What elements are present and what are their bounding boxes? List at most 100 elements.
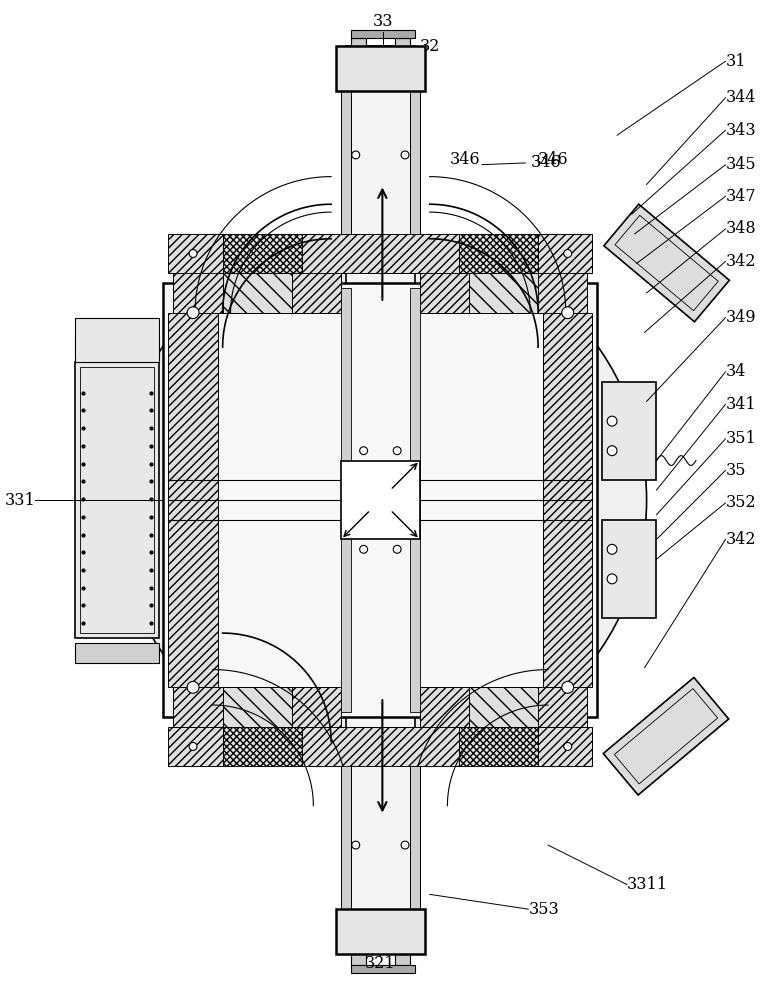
Circle shape <box>352 841 360 849</box>
Bar <box>351 30 415 38</box>
Bar <box>341 86 351 234</box>
Polygon shape <box>168 313 218 687</box>
Circle shape <box>393 447 401 455</box>
Bar <box>341 461 420 539</box>
Circle shape <box>372 492 388 508</box>
Text: 3311: 3311 <box>627 876 668 893</box>
Polygon shape <box>174 273 341 313</box>
Bar <box>75 318 158 362</box>
Polygon shape <box>168 234 592 273</box>
Bar <box>75 362 158 638</box>
Bar <box>341 288 351 712</box>
Bar <box>336 909 425 954</box>
Text: 321: 321 <box>365 955 396 972</box>
Circle shape <box>607 416 617 426</box>
Polygon shape <box>460 727 538 766</box>
Polygon shape <box>460 234 538 273</box>
Bar <box>604 204 729 322</box>
Polygon shape <box>420 273 587 313</box>
Bar <box>603 677 729 795</box>
Bar <box>75 337 158 357</box>
Text: 343: 343 <box>725 122 756 139</box>
Bar <box>410 288 420 712</box>
Polygon shape <box>420 687 587 727</box>
Text: 341: 341 <box>725 396 756 413</box>
Bar <box>614 689 718 784</box>
Circle shape <box>406 501 414 509</box>
Circle shape <box>564 743 572 750</box>
Circle shape <box>403 81 411 89</box>
Circle shape <box>564 250 572 257</box>
Text: 347: 347 <box>725 188 756 205</box>
Polygon shape <box>469 273 538 313</box>
Bar <box>615 215 718 311</box>
Text: 32: 32 <box>420 38 440 55</box>
Bar <box>80 367 154 633</box>
Bar <box>75 643 158 663</box>
Circle shape <box>360 545 368 553</box>
Circle shape <box>607 574 617 584</box>
Polygon shape <box>346 914 415 944</box>
Bar <box>395 954 410 965</box>
Bar <box>351 965 415 973</box>
Circle shape <box>562 681 574 693</box>
Text: 331: 331 <box>5 492 35 509</box>
Circle shape <box>607 544 617 554</box>
Circle shape <box>607 446 617 456</box>
Circle shape <box>562 307 574 319</box>
Bar <box>164 283 597 717</box>
Bar <box>346 46 415 954</box>
Bar <box>602 382 657 480</box>
Polygon shape <box>223 687 291 727</box>
Polygon shape <box>223 727 301 766</box>
Text: 34: 34 <box>725 363 746 380</box>
Text: 344: 344 <box>725 89 756 106</box>
Text: 353: 353 <box>528 901 559 918</box>
Polygon shape <box>168 727 592 766</box>
Circle shape <box>114 234 647 766</box>
Circle shape <box>189 743 197 750</box>
Text: 346: 346 <box>538 151 568 168</box>
Polygon shape <box>543 313 592 687</box>
Text: 35: 35 <box>725 462 746 479</box>
Text: 345: 345 <box>725 156 756 173</box>
Circle shape <box>360 447 368 455</box>
Polygon shape <box>469 687 538 727</box>
Bar <box>336 46 425 91</box>
Circle shape <box>401 151 409 159</box>
Circle shape <box>401 841 409 849</box>
Bar <box>410 766 420 914</box>
Bar <box>395 38 410 49</box>
Text: 346: 346 <box>531 154 562 171</box>
Polygon shape <box>174 687 341 727</box>
Bar <box>410 86 420 234</box>
Circle shape <box>352 151 360 159</box>
Circle shape <box>393 545 401 553</box>
Text: 351: 351 <box>725 430 756 447</box>
Text: 346: 346 <box>450 151 480 168</box>
Circle shape <box>354 911 361 919</box>
Bar <box>602 520 657 618</box>
Polygon shape <box>223 273 291 313</box>
Polygon shape <box>346 56 415 86</box>
Circle shape <box>189 250 197 257</box>
Text: 31: 31 <box>725 53 746 70</box>
Circle shape <box>187 681 199 693</box>
Circle shape <box>354 81 361 89</box>
Text: 342: 342 <box>725 253 756 270</box>
Text: 348: 348 <box>725 220 756 237</box>
Circle shape <box>187 307 199 319</box>
Circle shape <box>377 497 384 503</box>
Circle shape <box>403 911 411 919</box>
Text: 349: 349 <box>725 309 756 326</box>
Circle shape <box>347 491 355 499</box>
Bar <box>351 954 365 965</box>
Text: 342: 342 <box>725 531 756 548</box>
Bar <box>341 766 351 914</box>
Bar <box>351 38 365 49</box>
Text: 33: 33 <box>373 13 393 30</box>
Circle shape <box>406 491 414 499</box>
Polygon shape <box>223 234 301 273</box>
Text: 352: 352 <box>725 494 756 511</box>
Circle shape <box>347 501 355 509</box>
